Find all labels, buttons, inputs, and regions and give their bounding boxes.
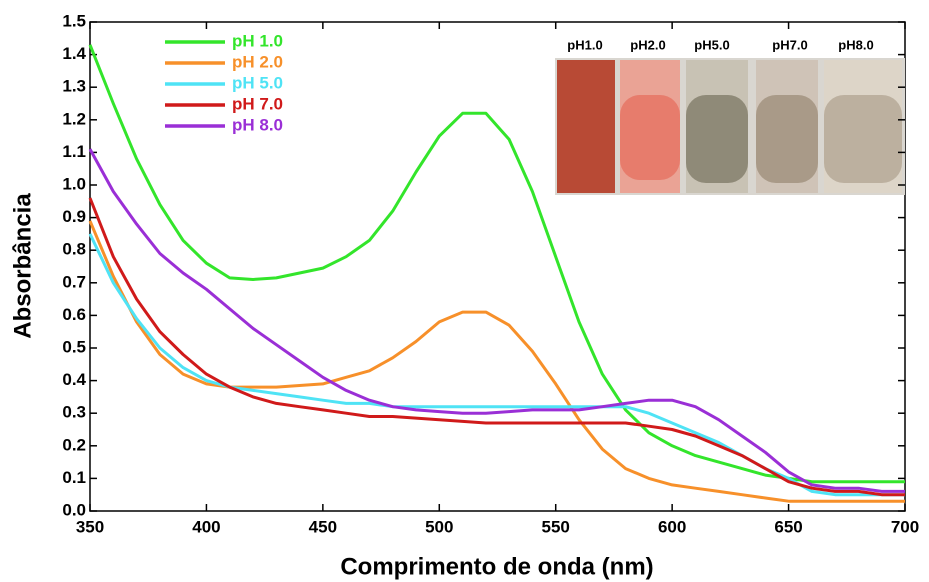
y-tick-label: 0.2: [62, 435, 86, 454]
inset-label: pH2.0: [630, 37, 665, 52]
page: {"chart_data": {"type": "line", "x_label…: [0, 0, 929, 582]
x-tick-label: 550: [542, 517, 570, 536]
data-line: [90, 221, 905, 501]
y-tick-label: 0.6: [62, 305, 86, 324]
y-tick-label: 0.7: [62, 272, 86, 291]
y-tick-label: 1.3: [62, 77, 86, 96]
y-tick-label: 1.1: [62, 142, 86, 161]
y-tick-label: 0.3: [62, 403, 86, 422]
legend-label: pH 2.0: [232, 52, 283, 71]
data-line: [90, 234, 905, 495]
inset-label: pH1.0: [567, 37, 602, 52]
x-tick-label: 650: [774, 517, 802, 536]
x-tick-label: 500: [425, 517, 453, 536]
legend-label: pH 7.0: [232, 94, 283, 113]
legend-label: pH 8.0: [232, 115, 283, 134]
x-tick-label: 400: [192, 517, 220, 536]
x-tick-label: 600: [658, 517, 686, 536]
x-axis-title: Comprimento de onda (nm): [340, 553, 653, 580]
legend-label: pH 1.0: [232, 31, 283, 50]
y-tick-label: 0.5: [62, 337, 86, 356]
inset-label: pH7.0: [772, 37, 807, 52]
data-line: [90, 198, 905, 495]
y-tick-label: 0.8: [62, 240, 86, 259]
y-tick-label: 1.0: [62, 174, 86, 193]
inset-label: pH5.0: [694, 37, 729, 52]
y-tick-label: 0.9: [62, 207, 86, 226]
x-tick-label: 700: [891, 517, 919, 536]
inset-label: pH8.0: [838, 37, 873, 52]
y-tick-label: 1.2: [62, 109, 86, 128]
y-tick-label: 0.4: [62, 370, 86, 389]
legend-label: pH 5.0: [232, 73, 283, 92]
y-axis-title: Absorbância: [9, 193, 36, 339]
chart: Comprimento de onda (nm) Absorbância 0.0…: [0, 0, 929, 582]
y-tick-label: 0.1: [62, 468, 86, 487]
y-tick-label: 1.5: [62, 11, 86, 30]
x-tick-label: 350: [76, 517, 104, 536]
y-tick-label: 1.4: [62, 44, 86, 63]
x-tick-label: 450: [309, 517, 337, 536]
inset-photo: [555, 58, 905, 195]
